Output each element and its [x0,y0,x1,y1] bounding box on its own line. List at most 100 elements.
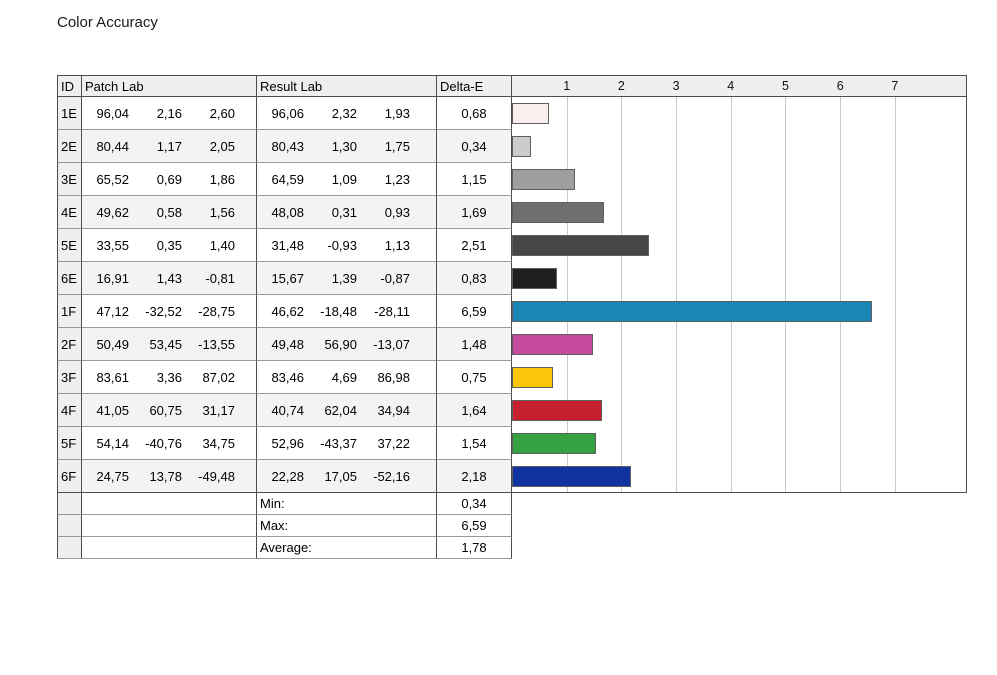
gridline [894,427,896,460]
row-id-cell: 5F [57,427,82,460]
lab-value: 1,23 [384,171,410,187]
chart-cell [512,394,967,427]
lab-value: 49,62 [96,204,129,220]
empty-id-cell [57,537,82,559]
gridline [566,361,568,394]
lab-value: 16,91 [96,270,129,286]
gridline [785,163,787,196]
gridline [676,262,678,295]
delta-e-bar [512,433,597,454]
header-id: ID [57,75,82,97]
gridline [785,196,787,229]
gridline [894,328,896,361]
lab-value: 62,04 [324,402,357,418]
gridline [621,163,623,196]
table-row: 4F 41,05 60,75 31,17 40,74 62,04 34,94 1,64 [57,394,967,427]
gridline [730,328,732,361]
table-row: 3F 83,61 3,36 87,02 83,46 4,69 86,98 0,75 [57,361,967,394]
chart-cell [512,130,967,163]
empty-patch-cell [82,537,257,559]
summary-value: 0,34 [437,493,512,515]
header-delta-e: Delta-E [437,75,512,97]
summary-value: 1,78 [437,537,512,559]
gridline [785,361,787,394]
lab-value: 1,39 [331,270,357,286]
axis-tick-label: 3 [672,79,680,93]
lab-value: -0,87 [380,270,410,286]
result-lab-cell: 83,46 4,69 86,98 [257,361,437,394]
delta-e-bar [512,169,575,190]
chart-cell [512,196,967,229]
chart-cell [512,262,967,295]
empty-id-cell [57,515,82,537]
gridline [840,427,842,460]
delta-e-bar [512,103,550,124]
gridline [566,262,568,295]
gridline [676,328,678,361]
chart-footer-space [512,515,967,537]
table-row: 3E 65,52 0,69 1,86 64,59 1,09 1,23 1,15 [57,163,967,196]
gridline [894,163,896,196]
row-id-cell: 6E [57,262,82,295]
gridline [566,130,568,163]
lab-value: 1,75 [384,138,410,154]
patch-lab-cell: 83,61 3,36 87,02 [82,361,257,394]
lab-value: 34,94 [377,402,410,418]
lab-value: 34,75 [202,435,235,451]
lab-value: 1,40 [209,237,235,253]
axis-tick-label: 5 [782,79,789,93]
gridline [621,328,623,361]
table-header-row: ID Patch Lab Result Lab Delta-E 1 2 3 4 5 6 7 [57,75,967,97]
lab-value: 37,22 [377,435,410,451]
row-id-cell: 3E [57,163,82,196]
lab-value: 1,09 [331,171,357,187]
page-title: Color Accuracy [57,14,158,31]
lab-value: 1,13 [384,237,410,253]
empty-patch-cell [82,515,257,537]
patch-lab-cell: 24,75 13,78 -49,48 [82,460,257,493]
gridline [894,295,896,328]
gridline [730,394,732,427]
gridline [894,394,896,427]
table-row: 4E 49,62 0,58 1,56 48,08 0,31 0,93 1,69 [57,196,967,229]
lab-value: -32,52 [145,303,182,319]
lab-value: 4,69 [331,369,357,385]
row-id-cell: 2F [57,328,82,361]
gridline [676,460,678,492]
delta-e-bar [512,268,558,289]
empty-patch-cell [82,493,257,515]
gridline [676,427,678,460]
gridline [730,262,732,295]
gridline [730,130,732,163]
row-id-cell: 1E [57,97,82,130]
lab-value: -13,55 [198,336,235,352]
lab-value: 80,43 [271,138,304,154]
delta-e-cell: 1,48 [437,328,512,361]
gridline [840,229,842,262]
patch-lab-cell: 65,52 0,69 1,86 [82,163,257,196]
gridline [676,130,678,163]
lab-value: 1,43 [156,270,182,286]
lab-value: 47,12 [96,303,129,319]
summary-label: Max: [257,515,437,537]
table-row: 1F 47,12 -32,52 -28,75 46,62 -18,48 -28,11 6… [57,295,967,328]
delta-e-cell: 6,59 [437,295,512,328]
gridline [785,460,787,492]
gridline [730,460,732,492]
chart-footer-space [512,493,967,515]
lab-value: -0,93 [327,237,357,253]
axis-tick-label: 7 [891,79,899,93]
result-lab-cell: 96,06 2,32 1,93 [257,97,437,130]
chart-cell [512,460,967,493]
lab-value: -52,16 [373,468,410,484]
gridline [840,460,842,492]
gridline [894,361,896,394]
patch-lab-cell: 50,49 53,45 -13,55 [82,328,257,361]
lab-value: 2,60 [209,105,235,121]
gridline [730,229,732,262]
gridline [676,196,678,229]
gridline [676,361,678,394]
lab-value: -13,07 [373,336,410,352]
lab-value: 50,49 [96,336,129,352]
